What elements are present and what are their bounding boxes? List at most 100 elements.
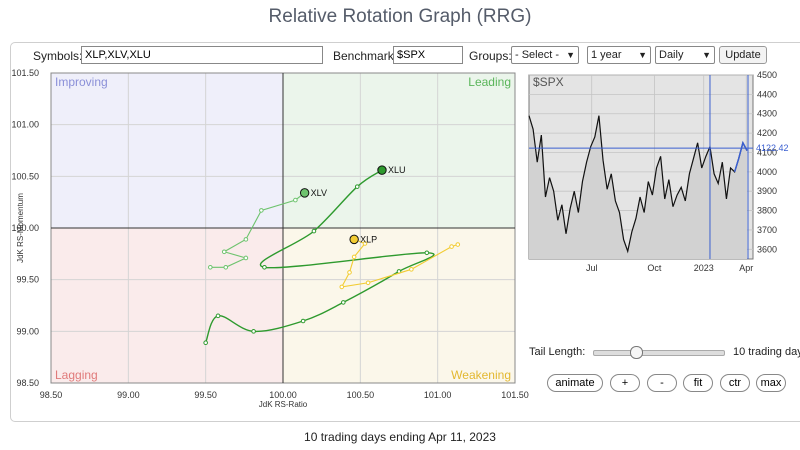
series-label: XLP bbox=[360, 234, 377, 244]
mini-x-tick-label: Jul bbox=[586, 263, 598, 273]
x-tick-label: 100.50 bbox=[347, 390, 375, 400]
groups-select[interactable]: - Select - ▼ bbox=[511, 46, 579, 64]
series-tail-point bbox=[262, 264, 267, 270]
rrg-chart[interactable]: Improving Leading Lagging Weakening 98.5… bbox=[11, 68, 528, 429]
benchmark-mini-chart: $SPX 4500 4400 4300 4200 4100 4000 3900 3800 370… bbox=[528, 70, 789, 273]
y-tick-label: 101.00 bbox=[11, 120, 39, 130]
mini-price-line bbox=[528, 115, 748, 254]
quadrant-improving bbox=[51, 73, 283, 228]
series-xlp: XLP bbox=[339, 234, 461, 290]
tail-length-label: Tail Length: bbox=[529, 346, 586, 358]
x-tick-label: 99.50 bbox=[194, 390, 217, 400]
series-tail bbox=[205, 169, 435, 343]
mini-y-tick-label: 4300 bbox=[757, 109, 777, 119]
series-xlv: XLV bbox=[208, 188, 327, 270]
symbols-label: Symbols: bbox=[33, 49, 83, 63]
groups-select-value: - Select - bbox=[515, 49, 560, 61]
y-tick-label: 99.00 bbox=[16, 326, 39, 336]
series-tail-point bbox=[243, 255, 249, 261]
max-button[interactable]: max bbox=[756, 374, 786, 392]
x-axis-label: JdK RS-Ratio bbox=[259, 400, 308, 409]
y-tick-label: 99.50 bbox=[16, 275, 39, 285]
series-tail-point bbox=[208, 264, 213, 270]
x-tick-label: 100.00 bbox=[269, 390, 297, 400]
y-tick-label: 98.50 bbox=[16, 378, 39, 388]
series-tail-point bbox=[424, 250, 430, 256]
mini-x-tick-label: 2023 bbox=[694, 263, 714, 273]
series-tail-point bbox=[354, 184, 360, 189]
y-tick-label: 101.50 bbox=[11, 68, 39, 78]
tail-slider-handle[interactable] bbox=[629, 346, 643, 359]
quadrant-label-weakening: Weakening bbox=[451, 368, 511, 382]
mini-recent-segment bbox=[733, 140, 748, 173]
y-tick-labels: 101.50 101.00 100.50 100.00 99.50 99.00 98.50 bbox=[11, 68, 39, 388]
series-head-point bbox=[377, 165, 387, 175]
series-tail-point bbox=[243, 237, 249, 242]
rrg-panel: Symbols: Benchmark: Groups: - Select -▼ … bbox=[10, 42, 800, 422]
mini-y-tick-label: 3700 bbox=[757, 225, 777, 235]
x-tick-label: 101.00 bbox=[424, 390, 452, 400]
series-tail-point bbox=[449, 244, 454, 249]
mini-chart-label: $SPX bbox=[533, 75, 564, 89]
x-tick-labels: 98.50 99.00 99.50 100.00 100.50 101.00 101.50 bbox=[40, 390, 529, 400]
quadrant-leading bbox=[283, 73, 515, 228]
tail-length-value: 10 trading days bbox=[733, 346, 800, 358]
mini-x-tick-labels: Jul Oct 2023 Apr bbox=[586, 263, 753, 273]
interval-select-value: Daily bbox=[659, 49, 684, 61]
series-tail-point bbox=[259, 208, 264, 213]
series-label: XLU bbox=[388, 165, 406, 175]
series-tail-point bbox=[300, 318, 306, 324]
quadrant-label-leading: Leading bbox=[468, 75, 511, 89]
chevron-down-icon: ▼ bbox=[566, 50, 575, 60]
zoom-out-button[interactable]: - bbox=[647, 374, 677, 392]
mini-x-tick-label: Apr bbox=[739, 263, 753, 273]
x-tick-label: 101.50 bbox=[501, 390, 529, 400]
rrg-series: XLU XLV XLP bbox=[203, 165, 461, 346]
series-xlu: XLU bbox=[203, 165, 435, 346]
period-select[interactable]: 1 year ▼ bbox=[587, 46, 651, 64]
groups-label: Groups: bbox=[469, 49, 512, 63]
mini-x-tick-label: Oct bbox=[647, 263, 662, 273]
fit-button[interactable]: fit bbox=[683, 374, 713, 392]
series-tail-point bbox=[339, 284, 345, 290]
series-tail-point bbox=[347, 270, 352, 275]
series-tail-point bbox=[215, 313, 221, 319]
page-title: Relative Rotation Graph (RRG) bbox=[268, 6, 532, 27]
benchmark-label: Benchmark: bbox=[333, 49, 398, 63]
series-tail-point bbox=[455, 242, 461, 247]
mini-y-tick-label: 4500 bbox=[757, 70, 777, 80]
chevron-down-icon: ▼ bbox=[638, 50, 647, 60]
series-tail-point bbox=[409, 267, 414, 272]
series-tail-point bbox=[365, 280, 371, 286]
quadrant-lagging bbox=[51, 228, 283, 383]
mini-y-tick-labels: 4500 4400 4300 4200 4100 4000 3900 3800 3700 3600 bbox=[757, 70, 777, 254]
mini-y-tick-label: 4400 bbox=[757, 89, 777, 99]
series-tail-point bbox=[293, 197, 298, 203]
toolbar: Symbols: Benchmark: Groups: - Select -▼ … bbox=[11, 43, 800, 71]
series-tail-point bbox=[341, 300, 346, 305]
tail-length-slider[interactable] bbox=[593, 346, 725, 359]
mini-y-tick-label: 4200 bbox=[757, 128, 777, 138]
x-tick-label: 98.50 bbox=[40, 390, 63, 400]
series-tail-point bbox=[351, 254, 357, 260]
series-tail-point bbox=[251, 329, 256, 334]
interval-select[interactable]: Daily ▼ bbox=[655, 46, 715, 64]
x-tick-label: 99.00 bbox=[117, 390, 140, 400]
y-axis-label: JdK RS-Momentum bbox=[16, 193, 25, 263]
center-button[interactable]: ctr bbox=[720, 374, 750, 392]
zoom-in-button[interactable]: + bbox=[610, 374, 640, 392]
mini-y-tick-label: 3900 bbox=[757, 186, 777, 196]
series-label: XLV bbox=[311, 188, 327, 198]
chevron-down-icon: ▼ bbox=[702, 50, 711, 60]
y-tick-label: 100.50 bbox=[11, 171, 39, 181]
quadrant-label-improving: Improving bbox=[55, 75, 108, 89]
symbols-input[interactable] bbox=[81, 46, 323, 64]
series-tail-point bbox=[221, 249, 227, 255]
benchmark-input[interactable] bbox=[393, 46, 463, 64]
series-tail-point bbox=[203, 340, 208, 346]
update-button[interactable]: Update bbox=[719, 46, 767, 64]
quadrant-weakening bbox=[283, 228, 515, 383]
mini-area-fill bbox=[529, 115, 747, 260]
mini-y-tick-label: 4100 bbox=[757, 147, 777, 157]
animate-button[interactable]: animate bbox=[547, 374, 603, 392]
